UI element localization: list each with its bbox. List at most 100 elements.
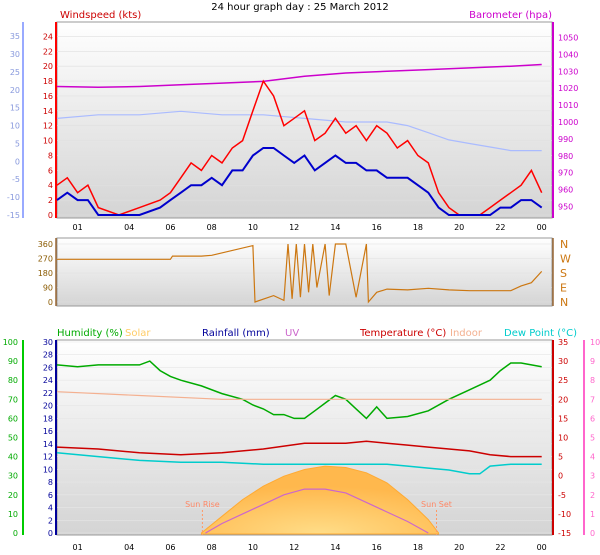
uv-tick-label: 3 bbox=[590, 472, 595, 481]
legend-solar: Solar bbox=[125, 328, 151, 339]
far-left-tick-label: 30 bbox=[10, 50, 20, 59]
temp-x-tick: 01 bbox=[73, 543, 83, 552]
direction-tick-label: 180 bbox=[38, 269, 53, 278]
temp-tick-label: 35 bbox=[558, 338, 568, 347]
wind-x-tick: 20 bbox=[454, 223, 464, 232]
temp-x-tick: 16 bbox=[372, 543, 382, 552]
series-dewpoint bbox=[56, 452, 542, 475]
temp-tick-label: -15 bbox=[558, 529, 571, 538]
wind-x-tick: 16 bbox=[372, 223, 382, 232]
wind-x-tick: 08 bbox=[207, 223, 217, 232]
wind-tick-label: 2 bbox=[48, 196, 53, 205]
humidity-tick-label: 60 bbox=[8, 414, 18, 423]
series-barometer bbox=[56, 63, 542, 89]
compass-label: N bbox=[560, 238, 568, 251]
barometer-axis-label: Barometer (hpa) bbox=[469, 10, 552, 21]
wind-tick-label: 22 bbox=[43, 47, 53, 56]
barometer-tick-label: 1030 bbox=[558, 67, 578, 76]
barometer-tick-label: 1020 bbox=[558, 84, 578, 93]
wind-tick-label: 20 bbox=[43, 62, 53, 71]
series-wind_avg bbox=[56, 147, 543, 216]
wind-tick-label: 18 bbox=[43, 77, 53, 86]
temp-x-tick: 06 bbox=[165, 543, 175, 552]
temp-tick-label: 5 bbox=[558, 453, 563, 462]
rain-tick-label: 4 bbox=[48, 504, 53, 513]
rain-tick-label: 0 bbox=[48, 529, 53, 538]
humidity-tick-label: 30 bbox=[8, 472, 18, 481]
wind-x-tick: 10 bbox=[248, 223, 258, 232]
far-left-tick-label: -5 bbox=[12, 175, 20, 184]
legend-indoor: Indoor bbox=[450, 328, 483, 339]
wind-tick-label: 12 bbox=[43, 122, 53, 131]
direction-tick-label: 90 bbox=[43, 284, 53, 293]
wind-x-tick: 12 bbox=[289, 223, 299, 232]
rain-tick-label: 20 bbox=[43, 402, 53, 411]
wind-tick-label: 6 bbox=[48, 166, 53, 175]
uv-tick-label: 5 bbox=[590, 434, 595, 443]
uv-tick-label: 8 bbox=[590, 376, 595, 385]
far-left-tick-label: 5 bbox=[15, 139, 20, 148]
wind-x-tick: 04 bbox=[124, 223, 134, 232]
compass-label: W bbox=[560, 253, 571, 266]
wind-tick-label: 10 bbox=[43, 137, 53, 146]
wind-x-tick: 18 bbox=[413, 223, 423, 232]
series-humidity bbox=[56, 360, 542, 420]
temp-x-tick: 18 bbox=[413, 543, 423, 552]
humidity-tick-label: 80 bbox=[8, 376, 18, 385]
wind-tick-label: 4 bbox=[48, 181, 53, 190]
humidity-tick-label: 10 bbox=[8, 510, 18, 519]
far-left-tick-label: 35 bbox=[10, 32, 20, 41]
uv-tick-label: 2 bbox=[590, 491, 595, 500]
barometer-tick-label: 1000 bbox=[558, 118, 578, 127]
uv-tick-label: 10 bbox=[590, 338, 600, 347]
series-temperature bbox=[56, 440, 542, 458]
series-wind_axis_line bbox=[56, 110, 542, 152]
rain-tick-label: 22 bbox=[43, 389, 53, 398]
direction-tick-label: 360 bbox=[38, 240, 53, 249]
temp-x-tick: 12 bbox=[289, 543, 299, 552]
temp-tick-label: 25 bbox=[558, 376, 568, 385]
solar-area bbox=[200, 465, 440, 535]
compass-label: E bbox=[560, 282, 567, 295]
rain-tick-label: 14 bbox=[43, 440, 53, 449]
panel-temperature: 0102030405060708090100024681012141618202… bbox=[3, 328, 600, 552]
wind-tick-label: 8 bbox=[48, 151, 53, 160]
humidity-tick-label: 90 bbox=[8, 357, 18, 366]
series-direction bbox=[57, 243, 543, 304]
legend-humidity: Humidity (%) bbox=[57, 328, 123, 339]
rain-tick-label: 24 bbox=[43, 376, 53, 385]
barometer-tick-label: 970 bbox=[558, 169, 573, 178]
temp-tick-label: 0 bbox=[558, 472, 563, 481]
compass-label: S bbox=[560, 267, 567, 280]
temp-tick-label: -10 bbox=[558, 510, 571, 519]
rain-tick-label: 28 bbox=[43, 351, 53, 360]
uv-tick-label: 6 bbox=[590, 414, 595, 423]
wind-x-tick: 01 bbox=[73, 223, 83, 232]
wind-tick-label: 24 bbox=[43, 32, 53, 41]
humidity-tick-label: 0 bbox=[13, 529, 18, 538]
sunset-label: Sun Set bbox=[421, 500, 452, 509]
series-uv bbox=[205, 488, 429, 534]
barometer-tick-label: 1040 bbox=[558, 50, 578, 59]
far-left-tick-label: -15 bbox=[7, 211, 20, 220]
barometer-tick-label: 990 bbox=[558, 135, 573, 144]
far-left-tick-label: 25 bbox=[10, 68, 20, 77]
temp-tick-label: -5 bbox=[558, 491, 566, 500]
far-left-tick-label: -10 bbox=[7, 193, 20, 202]
temp-x-tick: 08 bbox=[207, 543, 217, 552]
barometer-tick-label: 1010 bbox=[558, 101, 578, 110]
rain-tick-label: 26 bbox=[43, 363, 53, 372]
temp-tick-label: 10 bbox=[558, 434, 568, 443]
wind-x-tick: 14 bbox=[330, 223, 340, 232]
sunrise-label: Sun Rise bbox=[185, 500, 220, 509]
direction-tick-label: 0 bbox=[48, 298, 53, 307]
legend-uv: UV bbox=[285, 328, 299, 339]
far-left-tick-label: 10 bbox=[10, 122, 20, 131]
rain-tick-label: 10 bbox=[43, 465, 53, 474]
humidity-tick-label: 20 bbox=[8, 491, 18, 500]
far-left-tick-label: 15 bbox=[10, 104, 20, 113]
barometer-tick-label: 960 bbox=[558, 186, 573, 195]
